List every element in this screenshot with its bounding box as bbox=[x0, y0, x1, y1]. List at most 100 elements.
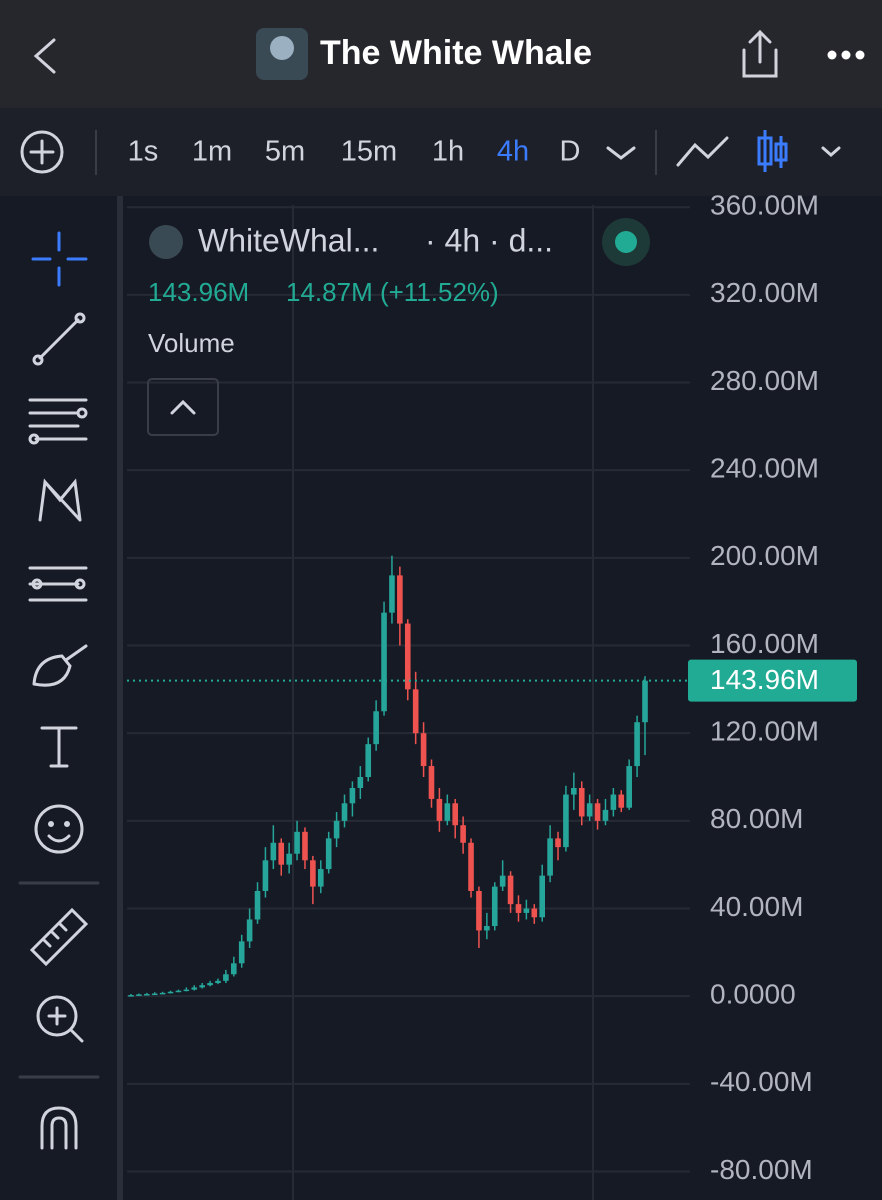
candle-body bbox=[199, 985, 205, 988]
candle-body bbox=[420, 733, 427, 767]
collapse-button[interactable] bbox=[147, 378, 219, 436]
interval-option[interactable]: 1s bbox=[128, 136, 159, 168]
plot-area bbox=[127, 205, 690, 1200]
candle-body bbox=[128, 995, 134, 997]
candle-body bbox=[278, 842, 285, 865]
candle-body bbox=[317, 869, 324, 887]
candle-body bbox=[310, 860, 316, 887]
candle-body bbox=[428, 766, 435, 799]
candle-body bbox=[191, 987, 198, 990]
candle-body bbox=[618, 794, 625, 808]
candle-body bbox=[365, 744, 372, 778]
interval-option[interactable]: 4h bbox=[497, 136, 529, 168]
candle-body bbox=[571, 787, 577, 795]
candle-body bbox=[238, 941, 245, 964]
candle-body bbox=[389, 575, 395, 613]
candle-body bbox=[167, 991, 174, 994]
candle-body bbox=[397, 575, 403, 624]
candle-body bbox=[476, 890, 482, 931]
y-tick-label: 360.00M bbox=[710, 190, 819, 221]
y-tick-label: 200.00M bbox=[710, 540, 819, 571]
candle-body bbox=[231, 963, 237, 975]
interval-option[interactable]: 5m bbox=[265, 136, 305, 168]
candle-body bbox=[491, 886, 498, 927]
candle-body bbox=[341, 803, 348, 821]
candle-body bbox=[151, 993, 158, 996]
y-tick-label: 40.00M bbox=[710, 891, 803, 922]
candle-body bbox=[602, 809, 609, 821]
y-tick-label: 320.00M bbox=[710, 277, 819, 308]
candle-body bbox=[183, 989, 190, 992]
last-price-tag bbox=[688, 659, 857, 702]
candle-body bbox=[484, 926, 490, 931]
legend-last-price: 143.96M bbox=[148, 277, 249, 307]
add-icon bbox=[29, 139, 55, 165]
y-tick-label: 0.0000 bbox=[710, 979, 796, 1010]
candle-body bbox=[286, 853, 292, 865]
candle-body bbox=[223, 974, 229, 981]
candle-body bbox=[325, 838, 332, 870]
top-bar bbox=[0, 0, 882, 108]
candle-body bbox=[507, 875, 514, 905]
interval-option[interactable]: D bbox=[560, 136, 581, 168]
candle-body bbox=[555, 838, 561, 848]
interval-bar bbox=[0, 108, 882, 196]
more-button[interactable] bbox=[827, 50, 865, 60]
candle-body bbox=[460, 825, 466, 843]
y-tick-label: -80.00M bbox=[710, 1154, 813, 1185]
y-tick-label: 80.00M bbox=[710, 803, 803, 834]
style-dropdown[interactable] bbox=[821, 146, 841, 157]
line-style-button[interactable] bbox=[676, 136, 729, 167]
candle-body bbox=[381, 612, 387, 712]
candle-body bbox=[349, 787, 356, 804]
candle-body bbox=[436, 798, 443, 821]
candle-body bbox=[254, 890, 261, 920]
y-tick-label: 280.00M bbox=[710, 365, 819, 396]
interval-list: 1s 1m 5m 15m 1h 4h D bbox=[128, 136, 581, 168]
candle-body bbox=[136, 994, 142, 996]
candle-body bbox=[610, 794, 617, 810]
candle-style-button[interactable] bbox=[757, 130, 788, 172]
candle-body bbox=[531, 908, 538, 918]
symbol-avatar bbox=[149, 225, 183, 259]
candle-body bbox=[215, 980, 221, 984]
share-button[interactable] bbox=[742, 29, 778, 78]
indicator-name: Volume bbox=[148, 328, 235, 358]
symbol-meta: · 4h · d... bbox=[425, 222, 553, 258]
legend-change: 14.87M (+11.52%) bbox=[286, 277, 499, 307]
back-button[interactable] bbox=[33, 38, 56, 74]
drawing-toolbar bbox=[0, 196, 120, 1200]
candle-body bbox=[626, 766, 632, 808]
candle-body bbox=[207, 983, 213, 986]
candle-body bbox=[594, 803, 601, 821]
candle-body bbox=[515, 904, 522, 913]
interval-dropdown[interactable] bbox=[606, 146, 636, 160]
candle-body bbox=[357, 777, 364, 788]
candle-body bbox=[159, 992, 166, 995]
candle-body bbox=[634, 722, 640, 767]
y-tick-label: 160.00M bbox=[710, 628, 819, 659]
interval-option[interactable]: 15m bbox=[341, 136, 397, 168]
candle-body bbox=[499, 875, 506, 887]
candle-body bbox=[302, 831, 308, 861]
candle-body bbox=[523, 908, 530, 913]
y-tick-label: -40.00M bbox=[710, 1066, 813, 1097]
candle-body bbox=[468, 842, 474, 891]
add-button[interactable] bbox=[20, 130, 64, 174]
candle-body bbox=[412, 689, 419, 734]
candle-body bbox=[642, 680, 648, 723]
candle-body bbox=[578, 787, 585, 817]
avatar-figure bbox=[270, 36, 294, 60]
candle-body bbox=[404, 623, 411, 690]
drawing-tools[interactable] bbox=[18, 231, 100, 1150]
candle-body bbox=[262, 860, 269, 891]
interval-option[interactable]: 1h bbox=[432, 136, 464, 168]
candle-body bbox=[452, 803, 459, 826]
interval-option[interactable]: 1m bbox=[192, 136, 232, 168]
candle-body bbox=[175, 990, 182, 993]
candle-body bbox=[270, 842, 277, 861]
symbol-name: WhiteWhal... bbox=[198, 222, 379, 258]
candle-body bbox=[547, 838, 553, 876]
candle-body bbox=[246, 919, 253, 942]
